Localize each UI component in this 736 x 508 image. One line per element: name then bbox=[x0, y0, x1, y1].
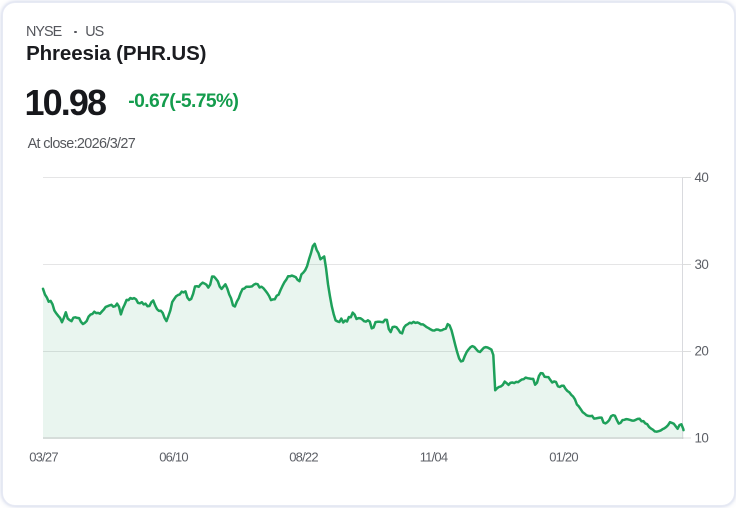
svg-text:08/22: 08/22 bbox=[289, 449, 318, 464]
svg-text:03/27: 03/27 bbox=[29, 449, 58, 464]
svg-text:10: 10 bbox=[695, 431, 709, 446]
svg-text:30: 30 bbox=[695, 257, 709, 272]
svg-text:40: 40 bbox=[695, 170, 709, 185]
svg-text:11/04: 11/04 bbox=[420, 449, 448, 464]
svg-text:20: 20 bbox=[695, 344, 709, 359]
svg-text:06/10: 06/10 bbox=[159, 449, 188, 464]
svg-text:01/20: 01/20 bbox=[549, 449, 578, 464]
